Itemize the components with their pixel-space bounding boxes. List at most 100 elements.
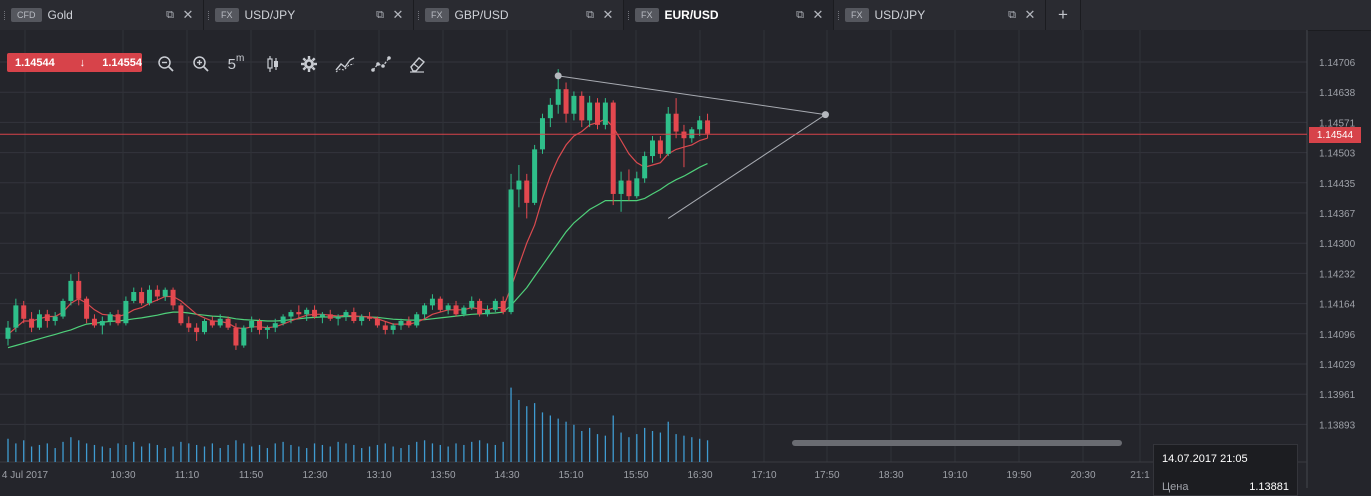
candle-body xyxy=(296,312,302,315)
candle-body xyxy=(178,305,184,324)
popout-icon[interactable]: ⧉ xyxy=(796,8,804,21)
candle-body xyxy=(107,314,113,321)
candle-body xyxy=(36,314,42,328)
instrument-type-badge: CFD xyxy=(11,8,42,22)
tab-gbpusd[interactable]: FX GBP/USD ⧉ ✕ xyxy=(414,0,624,30)
indicators-button[interactable] xyxy=(334,53,356,75)
candle-body xyxy=(343,312,349,317)
candle-body xyxy=(429,298,435,306)
candle-body xyxy=(398,320,404,326)
drag-handle-icon[interactable] xyxy=(838,10,842,20)
tab-usdjpy[interactable]: FX USD/JPY ⧉ ✕ xyxy=(204,0,414,30)
candle-body xyxy=(437,298,443,310)
candle-body xyxy=(249,320,255,328)
popout-icon[interactable]: ⧉ xyxy=(1008,8,1016,21)
candle-body xyxy=(202,320,207,333)
candle-body xyxy=(131,292,137,301)
x-tick-label: 14:30 xyxy=(494,470,519,481)
close-icon[interactable]: ✕ xyxy=(182,7,194,22)
tab-usdjpy-2[interactable]: FX USD/JPY ⧉ ✕ xyxy=(834,0,1046,30)
tab-label: EUR/USD xyxy=(664,8,719,22)
candle-body xyxy=(484,309,490,315)
candle-body xyxy=(681,131,687,139)
zoom-out-button[interactable] xyxy=(155,53,177,75)
candle-body xyxy=(610,102,616,194)
tab-label: GBP/USD xyxy=(454,8,509,22)
zoom-in-icon xyxy=(193,56,209,72)
x-tick-label: 15:50 xyxy=(623,470,648,481)
drag-handle-icon[interactable] xyxy=(418,10,422,20)
candle-body xyxy=(563,89,569,114)
add-tab-button[interactable]: + xyxy=(1046,0,1081,30)
candle-body xyxy=(367,316,373,319)
tooltip-label: Цена xyxy=(1162,481,1189,493)
candle-body xyxy=(477,300,483,315)
candle-body xyxy=(657,140,663,154)
x-tick-label: 16:30 xyxy=(687,470,712,481)
candle-body xyxy=(351,312,357,321)
drag-handle-icon[interactable] xyxy=(628,10,632,20)
candle-body xyxy=(390,325,396,330)
candle-body xyxy=(52,316,58,321)
y-tick-label: 1.14571 xyxy=(1319,118,1356,129)
candle-body xyxy=(194,327,200,333)
x-tick-label: 13:50 xyxy=(430,470,455,481)
candle-body xyxy=(76,280,82,299)
tooltip-value: 1.13881 xyxy=(1249,481,1289,493)
chart-type-button[interactable] xyxy=(262,53,284,75)
indicators-icon xyxy=(335,57,355,73)
x-tick-label: 21:1 xyxy=(1130,470,1150,481)
last-price-label: 1.14544 xyxy=(1309,127,1361,143)
candle-body xyxy=(602,102,608,125)
popout-icon[interactable]: ⧉ xyxy=(376,8,384,21)
instrument-type-badge: FX xyxy=(635,8,659,22)
drawing-icon xyxy=(371,56,391,72)
candle-body xyxy=(500,300,506,313)
close-icon[interactable]: ✕ xyxy=(392,7,404,22)
timeframe-value: 5 xyxy=(227,55,236,73)
candle-body xyxy=(44,314,50,321)
close-icon[interactable]: ✕ xyxy=(812,7,824,22)
close-icon[interactable]: ✕ xyxy=(1024,7,1036,22)
popout-icon[interactable]: ⧉ xyxy=(166,8,174,21)
price-chart[interactable]: 1.14706 1.14638 1.14571 1.14503 1.14435 1.143… xyxy=(0,30,1371,488)
candle-body xyxy=(146,289,152,304)
candle-body xyxy=(618,180,624,194)
bid-ask-badge[interactable]: 1.14544 ↓ 1.14554 xyxy=(7,53,142,72)
settings-button[interactable] xyxy=(298,53,320,75)
x-tick-label: 19:50 xyxy=(1006,470,1031,481)
candle-body xyxy=(626,180,632,197)
candle-body xyxy=(304,309,310,315)
candle-body xyxy=(359,316,365,321)
candle-body xyxy=(335,316,341,319)
candle-body xyxy=(170,289,176,306)
drawing-tools-button[interactable] xyxy=(370,53,392,75)
candle-body xyxy=(642,156,648,179)
eraser-icon xyxy=(410,57,426,73)
candle-body xyxy=(650,140,656,157)
candle-body xyxy=(225,318,231,328)
candle-body xyxy=(327,314,333,319)
zoom-in-button[interactable] xyxy=(190,53,212,75)
drag-handle-icon[interactable] xyxy=(208,10,212,20)
instrument-type-badge: FX xyxy=(425,8,449,22)
eraser-button[interactable] xyxy=(406,53,428,75)
close-icon[interactable]: ✕ xyxy=(602,7,614,22)
candle-body xyxy=(288,312,294,317)
y-tick-label: 1.14096 xyxy=(1319,330,1356,341)
popout-icon[interactable]: ⧉ xyxy=(586,8,594,21)
tab-gold[interactable]: CFD Gold ⧉ ✕ xyxy=(0,0,204,30)
x-tick-label: 18:30 xyxy=(878,470,903,481)
chart-scrollbar[interactable] xyxy=(792,440,1122,446)
instrument-type-badge: FX xyxy=(215,8,239,22)
candle-body xyxy=(21,305,27,319)
y-tick-label: 1.14503 xyxy=(1319,149,1356,160)
candle-body xyxy=(68,280,74,301)
candle-body xyxy=(524,180,530,203)
down-arrow-icon: ↓ xyxy=(79,56,86,69)
candle-body xyxy=(139,292,145,304)
tab-eurusd[interactable]: FX EUR/USD ⧉ ✕ xyxy=(624,0,834,30)
drag-handle-icon[interactable] xyxy=(4,10,8,20)
ask-price: 1.14554 xyxy=(102,56,142,69)
